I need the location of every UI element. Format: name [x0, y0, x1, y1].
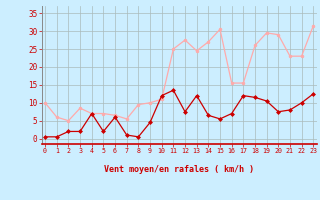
X-axis label: Vent moyen/en rafales ( km/h ): Vent moyen/en rafales ( km/h ) — [104, 165, 254, 174]
